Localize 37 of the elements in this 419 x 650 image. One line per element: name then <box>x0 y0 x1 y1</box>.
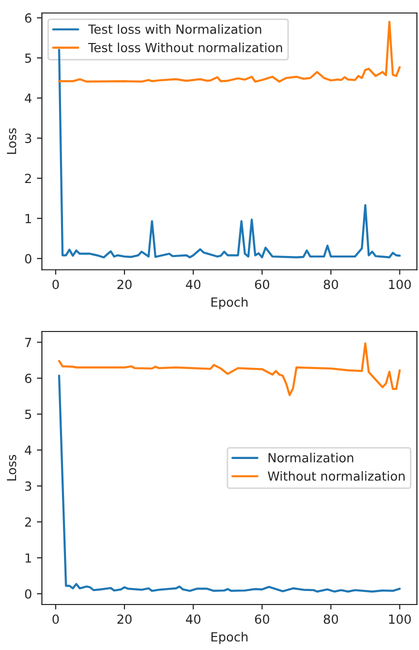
x-tick-label: 60 <box>255 614 270 624</box>
x-tick-label: 40 <box>186 614 200 624</box>
x-tick-label: 80 <box>324 614 338 624</box>
y-tick-label: 3 <box>25 481 32 491</box>
y-axis-title: Loss <box>6 454 16 480</box>
y-tick-label: 1 <box>26 553 32 563</box>
y-tick-label: 4 <box>24 446 32 455</box>
line-series <box>58 20 401 83</box>
y-axis-title: Loss <box>6 128 16 154</box>
x-tick-label: 0 <box>52 280 59 290</box>
x-tick-label: 40 <box>186 280 200 290</box>
legend-label: Without normalization <box>268 471 405 481</box>
y-tick-label: 5 <box>25 410 32 420</box>
x-axis-title: Epoch <box>211 632 248 644</box>
legend-label: Test loss Without normalization <box>88 42 282 52</box>
legend-label: Normalization <box>268 452 354 462</box>
x-tick-label: 100 <box>389 614 411 624</box>
line-series <box>58 342 401 396</box>
y-tick-label: 0 <box>25 254 32 264</box>
x-tick-label: 0 <box>52 614 59 624</box>
x-tick-label: 80 <box>324 280 338 290</box>
legend-label: Test loss with Normalization <box>88 24 262 34</box>
x-tick-label: 20 <box>117 280 132 290</box>
y-tick-label: 2 <box>25 174 31 184</box>
x-axis-title: Epoch <box>211 297 248 310</box>
y-tick-label: 2 <box>25 517 31 527</box>
y-tick-label: 6 <box>25 13 32 23</box>
y-tick-label: 1 <box>26 214 32 224</box>
y-tick-label: 0 <box>25 589 32 599</box>
y-tick-label: 7 <box>25 338 32 348</box>
x-tick-label: 20 <box>117 614 132 624</box>
y-tick-label: 6 <box>25 374 32 384</box>
y-tick-label: 3 <box>25 134 32 144</box>
y-tick-label: 4 <box>24 94 32 103</box>
y-tick-label: 5 <box>25 54 32 63</box>
x-tick-label: 60 <box>255 280 270 290</box>
x-tick-label: 100 <box>389 280 411 290</box>
